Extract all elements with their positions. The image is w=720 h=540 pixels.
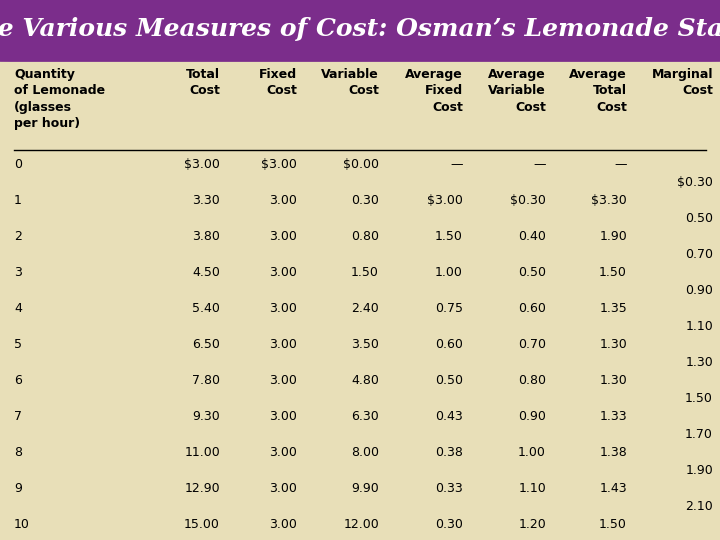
Text: 0.70: 0.70	[518, 338, 546, 351]
Text: 4.50: 4.50	[192, 266, 220, 279]
Text: 3.00: 3.00	[269, 194, 297, 207]
Text: 6: 6	[14, 374, 22, 387]
Text: 8: 8	[14, 446, 22, 459]
Text: 3.50: 3.50	[351, 338, 379, 351]
Text: $3.30: $3.30	[591, 194, 627, 207]
Text: 3.00: 3.00	[269, 230, 297, 243]
Text: Average
Fixed
Cost: Average Fixed Cost	[405, 68, 463, 114]
Text: 3.00: 3.00	[269, 482, 297, 495]
Text: Total
Cost: Total Cost	[186, 68, 220, 98]
Text: 3.00: 3.00	[269, 410, 297, 423]
Text: 0.90: 0.90	[685, 284, 713, 297]
Text: 0.40: 0.40	[518, 230, 546, 243]
Text: Marginal
Cost: Marginal Cost	[652, 68, 713, 98]
Text: 1.30: 1.30	[685, 356, 713, 369]
Text: 1.10: 1.10	[518, 482, 546, 495]
Text: 1.33: 1.33	[599, 410, 627, 423]
Text: 6.50: 6.50	[192, 338, 220, 351]
Text: $0.30: $0.30	[677, 176, 713, 189]
Text: 12.90: 12.90	[184, 482, 220, 495]
Text: 1.20: 1.20	[518, 518, 546, 531]
Text: Variable
Cost: Variable Cost	[321, 68, 379, 98]
Text: 3.00: 3.00	[269, 266, 297, 279]
Text: 10: 10	[14, 518, 30, 531]
Text: 4: 4	[14, 302, 22, 315]
Text: 1.50: 1.50	[599, 518, 627, 531]
Text: Quantity
of Lemonade
(glasses
per hour): Quantity of Lemonade (glasses per hour)	[14, 68, 105, 131]
Text: Average
Variable
Cost: Average Variable Cost	[488, 68, 546, 114]
Text: 0.60: 0.60	[435, 338, 463, 351]
Text: 3.80: 3.80	[192, 230, 220, 243]
Text: 9: 9	[14, 482, 22, 495]
Text: 1.50: 1.50	[351, 266, 379, 279]
Text: 5: 5	[14, 338, 22, 351]
Text: The Various Measures of Cost: Osman’s Lemonade Stand: The Various Measures of Cost: Osman’s Le…	[0, 17, 720, 41]
Text: 2.40: 2.40	[351, 302, 379, 315]
Text: 0.30: 0.30	[351, 194, 379, 207]
Text: 3.00: 3.00	[269, 446, 297, 459]
Text: 1.30: 1.30	[599, 338, 627, 351]
Text: 0.43: 0.43	[436, 410, 463, 423]
FancyBboxPatch shape	[0, 0, 720, 61]
Text: 0.50: 0.50	[518, 266, 546, 279]
Text: 1: 1	[14, 194, 22, 207]
Text: 6.30: 6.30	[351, 410, 379, 423]
Text: $3.00: $3.00	[184, 158, 220, 171]
Text: 3.30: 3.30	[192, 194, 220, 207]
Text: $0.00: $0.00	[343, 158, 379, 171]
Text: 0.30: 0.30	[435, 518, 463, 531]
Text: 0.90: 0.90	[518, 410, 546, 423]
Text: 3: 3	[14, 266, 22, 279]
Text: 1.35: 1.35	[599, 302, 627, 315]
Text: 0.80: 0.80	[351, 230, 379, 243]
Text: 1.10: 1.10	[685, 320, 713, 333]
Text: —: —	[534, 158, 546, 171]
Text: Average
Total
Cost: Average Total Cost	[570, 68, 627, 114]
Text: 1.90: 1.90	[685, 464, 713, 477]
Text: 2: 2	[14, 230, 22, 243]
Text: 3.00: 3.00	[269, 374, 297, 387]
Text: $3.00: $3.00	[427, 194, 463, 207]
Text: 1.50: 1.50	[435, 230, 463, 243]
Text: 1.90: 1.90	[599, 230, 627, 243]
Text: 9.90: 9.90	[351, 482, 379, 495]
Text: 11.00: 11.00	[184, 446, 220, 459]
Text: Fixed
Cost: Fixed Cost	[259, 68, 297, 98]
Text: 0.75: 0.75	[435, 302, 463, 315]
Text: 1.38: 1.38	[599, 446, 627, 459]
Text: 3.00: 3.00	[269, 518, 297, 531]
Text: 0.70: 0.70	[685, 248, 713, 261]
Text: $0.30: $0.30	[510, 194, 546, 207]
Text: 0.80: 0.80	[518, 374, 546, 387]
Text: 0.33: 0.33	[436, 482, 463, 495]
Text: 0.50: 0.50	[435, 374, 463, 387]
Text: 0: 0	[14, 158, 22, 171]
Text: 7: 7	[14, 410, 22, 423]
Text: 8.00: 8.00	[351, 446, 379, 459]
Text: $3.00: $3.00	[261, 158, 297, 171]
Text: 1.50: 1.50	[599, 266, 627, 279]
Text: —: —	[614, 158, 627, 171]
Text: 1.00: 1.00	[435, 266, 463, 279]
Text: 0.60: 0.60	[518, 302, 546, 315]
Text: 2.10: 2.10	[685, 500, 713, 513]
Text: 1.00: 1.00	[518, 446, 546, 459]
Text: 1.50: 1.50	[685, 392, 713, 405]
Text: —: —	[451, 158, 463, 171]
Text: 4.80: 4.80	[351, 374, 379, 387]
Text: 0.38: 0.38	[435, 446, 463, 459]
Text: 0.50: 0.50	[685, 212, 713, 225]
Text: 1.43: 1.43	[599, 482, 627, 495]
Text: 15.00: 15.00	[184, 518, 220, 531]
Text: 5.40: 5.40	[192, 302, 220, 315]
Text: 12.00: 12.00	[343, 518, 379, 531]
Text: 3.00: 3.00	[269, 302, 297, 315]
Text: 1.70: 1.70	[685, 428, 713, 441]
Text: 1.30: 1.30	[599, 374, 627, 387]
Text: 9.30: 9.30	[192, 410, 220, 423]
Text: 3.00: 3.00	[269, 338, 297, 351]
Text: 7.80: 7.80	[192, 374, 220, 387]
